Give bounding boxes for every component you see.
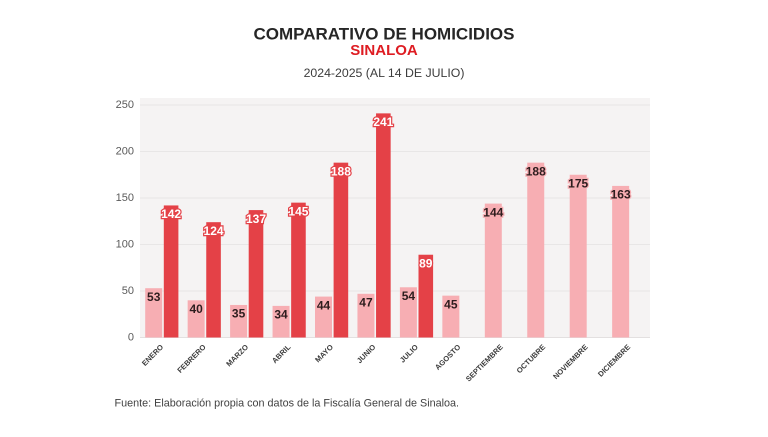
svg-text:137: 137	[246, 212, 266, 226]
svg-text:124: 124	[204, 224, 224, 238]
svg-text:188: 188	[331, 164, 351, 178]
svg-text:SINALOA: SINALOA	[350, 42, 418, 59]
svg-text:241: 241	[373, 115, 393, 129]
svg-text:44: 44	[317, 298, 331, 312]
svg-text:COMPARATIVO DE HOMICIDIOS: COMPARATIVO DE HOMICIDIOS	[254, 25, 515, 44]
svg-text:250: 250	[116, 99, 134, 111]
svg-text:35: 35	[232, 307, 246, 321]
svg-text:175: 175	[568, 176, 588, 190]
svg-text:54: 54	[402, 289, 416, 303]
svg-text:89: 89	[419, 256, 433, 270]
svg-text:145: 145	[288, 204, 308, 218]
svg-text:200: 200	[116, 146, 134, 158]
svg-text:188: 188	[526, 164, 546, 178]
svg-text:40: 40	[189, 302, 203, 316]
svg-text:2024-2025 (AL 14 DE JULIO): 2024-2025 (AL 14 DE JULIO)	[304, 66, 465, 80]
svg-text:45: 45	[444, 297, 458, 311]
svg-text:144: 144	[483, 205, 503, 219]
svg-text:100: 100	[116, 239, 134, 251]
svg-text:47: 47	[359, 295, 373, 309]
svg-text:142: 142	[161, 207, 181, 221]
svg-text:0: 0	[128, 332, 134, 344]
svg-text:50: 50	[122, 285, 134, 297]
svg-text:163: 163	[611, 188, 631, 202]
svg-text:34: 34	[274, 308, 288, 322]
svg-text:Fuente: Elaboración propia con: Fuente: Elaboración propia con datos de …	[115, 398, 460, 410]
svg-text:150: 150	[116, 192, 134, 204]
svg-text:53: 53	[147, 290, 161, 304]
